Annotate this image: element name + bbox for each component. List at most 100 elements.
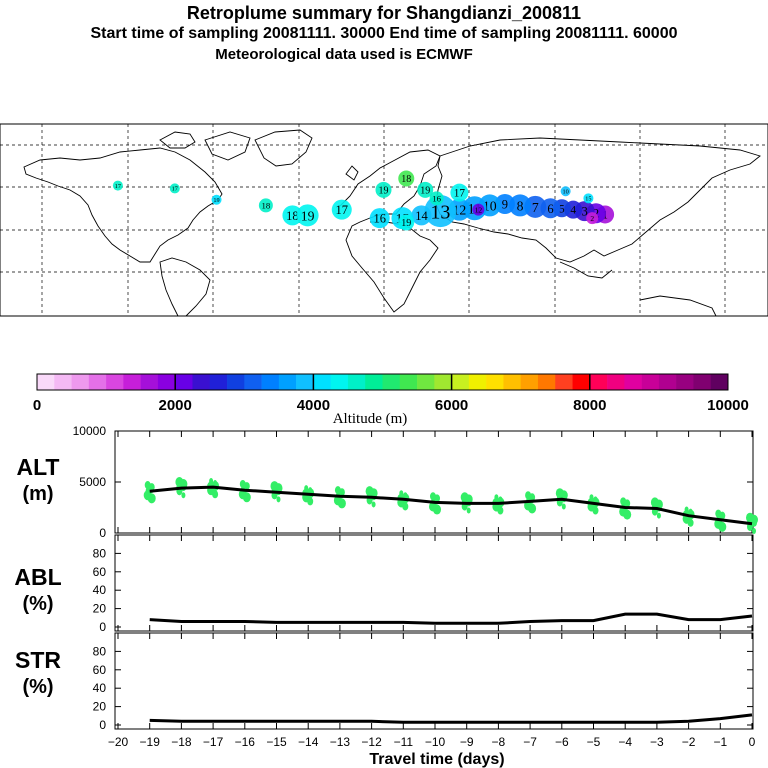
colorbar-tick-label: 8000 (573, 397, 606, 414)
colorbar-swatch (88, 374, 107, 390)
plume-markers: 1234567891011121314151617181919181917161… (112, 170, 615, 231)
plume-day-label: 15 (585, 196, 591, 203)
colorbar-swatch (140, 374, 159, 390)
plume-day-label: 13 (430, 201, 450, 223)
alt-scatter-point (212, 490, 219, 499)
y-tick-label: 60 (93, 565, 107, 579)
x-tick-label: −18 (171, 735, 192, 749)
plume-point (369, 208, 390, 229)
x-tick-label: −4 (618, 735, 632, 749)
colorbar-swatch (607, 374, 625, 390)
alt-scatter-point (337, 498, 346, 509)
alt-label: ALT (16, 454, 59, 480)
alt-scatter-point (144, 481, 151, 490)
series-line-alt (149, 485, 753, 526)
colorbar-swatch (486, 374, 504, 390)
colorbar-swatch (658, 374, 677, 390)
plume-day-label: 19 (301, 208, 315, 223)
x-tick-label: −11 (394, 735, 414, 749)
y-tick-label: 60 (93, 663, 107, 677)
colorbar-swatch (123, 374, 141, 390)
plume-point (398, 170, 415, 187)
y-tick-label: 10000 (73, 424, 107, 438)
colorbar-swatch (537, 374, 556, 390)
met-data-note: Meteorological data used is ECMWF (215, 46, 473, 63)
colorbar-swatch (37, 374, 55, 390)
plume-day-label: 7 (532, 200, 539, 215)
x-tick-label: −14 (298, 735, 319, 749)
colorbar-swatch (278, 374, 297, 390)
plume-point (282, 205, 303, 226)
x-tick-label: −17 (203, 735, 224, 749)
alt-scatter-point (402, 502, 409, 511)
colorbar-swatch (676, 374, 694, 390)
y-tick-label: 40 (93, 583, 107, 597)
colorbar-swatch (468, 374, 487, 390)
y-tick-label: 20 (93, 700, 107, 714)
x-tick-label: −10 (425, 735, 446, 749)
plume-point (472, 203, 485, 216)
x-tick-label: −19 (140, 735, 161, 749)
colorbar-swatch (244, 374, 262, 390)
plume-point (331, 199, 352, 220)
colorbar-swatch (399, 374, 418, 390)
y-tick-label: 0 (99, 718, 106, 732)
plume-point (586, 212, 599, 225)
plume-point (411, 205, 432, 226)
alt-scatter-point (718, 521, 727, 532)
x-tick-label: −7 (523, 735, 537, 749)
alt-scatter-point (497, 506, 504, 515)
alt-scatter-point (687, 518, 694, 527)
alt-scatter-point (147, 493, 156, 504)
alt-scatter-point (561, 503, 566, 510)
alt-scatter-point (433, 504, 441, 515)
colorbar-swatch (641, 374, 660, 390)
x-tick-label: −1 (713, 735, 727, 749)
colorbar-swatch (520, 374, 539, 390)
colorbar-swatch (382, 374, 401, 390)
plume-day-label: 17 (115, 183, 121, 190)
world-map: 1234567891011121314151617181919181917161… (0, 123, 768, 317)
x-tick-label: −9 (460, 735, 474, 749)
x-tick-label: −12 (361, 735, 382, 749)
plume-day-label: 4 (570, 205, 576, 217)
abl-unit: (%) (22, 593, 53, 615)
sampling-times: Start time of sampling 20081111. 30000 E… (90, 25, 678, 42)
colorbar-label: Altitude (m) (333, 411, 408, 427)
alt-scatter-point (620, 497, 627, 506)
alt-scatter-point (623, 509, 632, 520)
plume-day-label: 19 (420, 185, 430, 196)
plume-day-label: 18 (261, 201, 270, 211)
colorbar-tick-label: 0 (33, 397, 41, 414)
plume-day-label: 17 (172, 186, 178, 193)
colorbar-swatch (209, 374, 228, 390)
plume-day-label: 16 (432, 193, 441, 203)
plume-point (169, 183, 180, 194)
colorbar-swatch (106, 374, 124, 390)
colorbar-swatch (434, 374, 452, 390)
y-tick-label: 40 (93, 681, 107, 695)
plume-day-label: 8 (517, 198, 524, 213)
alt-unit: (m) (22, 483, 53, 505)
plume-day-label: 5 (559, 203, 565, 215)
plume-day-label: 9 (502, 198, 508, 212)
alt-scatter-point (242, 492, 251, 503)
alt-scatter-point (656, 512, 661, 519)
x-tick-label: −15 (266, 735, 287, 749)
plume-day-label: 16 (373, 212, 386, 226)
chart-title: Retroplume summary for Shangdianzi_20081… (186, 3, 582, 23)
x-tick-label: −2 (682, 735, 696, 749)
plume-point (375, 181, 392, 198)
colorbar-tick-label: 4000 (297, 397, 330, 414)
colorbar-tick-label: 6000 (435, 397, 468, 414)
colorbar-swatch (365, 374, 383, 390)
alt-scatter-point (371, 501, 376, 508)
colorbar-swatch (589, 374, 608, 390)
colorbar-tick-label: 10000 (707, 397, 749, 414)
y-tick-label: 20 (93, 602, 107, 616)
series-line-abl (149, 612, 753, 625)
plume-point (417, 181, 434, 198)
colorbar-swatch (693, 374, 712, 390)
